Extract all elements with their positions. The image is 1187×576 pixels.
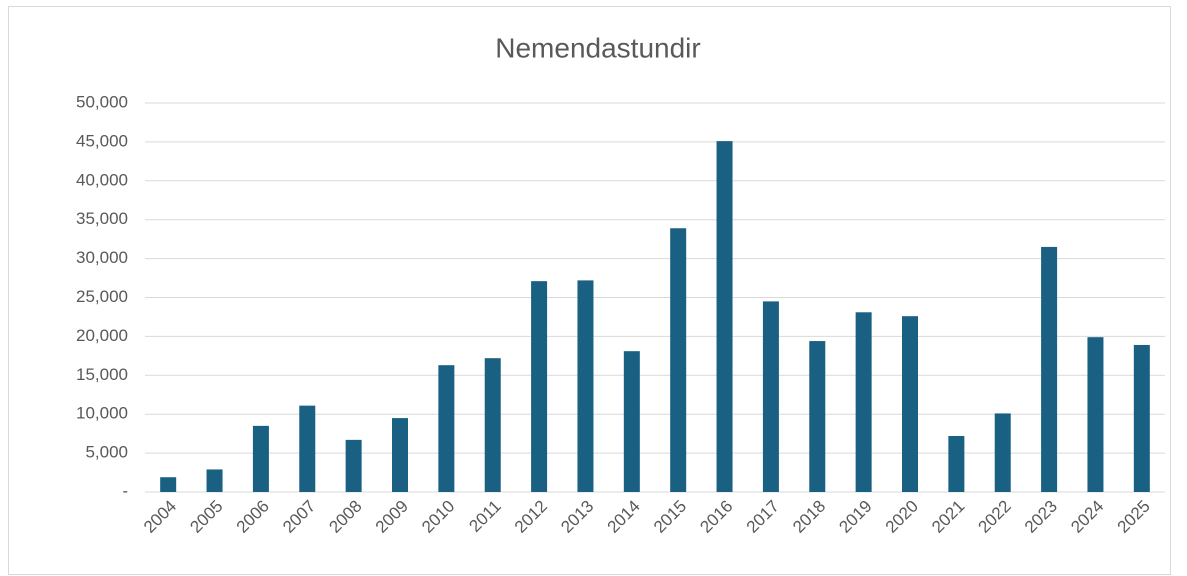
bar xyxy=(438,365,455,492)
chart-title: Nemendastundir xyxy=(495,32,700,63)
bar xyxy=(160,477,177,492)
bar xyxy=(484,358,501,492)
bar xyxy=(1041,246,1058,492)
bar xyxy=(345,439,362,492)
bar xyxy=(809,341,826,492)
bar xyxy=(948,435,965,492)
y-tick-label: 25,000 xyxy=(76,287,128,306)
bar xyxy=(392,418,408,492)
y-tick-label: 35,000 xyxy=(76,209,128,228)
y-tick-label: 15,000 xyxy=(76,365,128,384)
bar xyxy=(299,405,316,492)
bar xyxy=(1087,337,1104,492)
y-tick-label: 5,000 xyxy=(85,443,128,462)
y-tick-label: 20,000 xyxy=(76,326,128,345)
y-tick-label: 50,000 xyxy=(76,92,128,111)
y-tick-label: 10,000 xyxy=(76,404,128,423)
bar xyxy=(531,281,548,492)
bar xyxy=(623,351,640,492)
bar xyxy=(206,469,223,492)
y-tick-label: 40,000 xyxy=(76,170,128,189)
bar xyxy=(902,316,918,492)
bar xyxy=(716,141,733,492)
bar xyxy=(1133,344,1150,492)
bar xyxy=(994,413,1011,492)
bar xyxy=(577,280,594,492)
bar xyxy=(670,228,687,492)
bar xyxy=(762,301,779,492)
y-tick-label: 30,000 xyxy=(76,248,128,267)
y-tick-label: - xyxy=(122,481,128,500)
bar xyxy=(252,425,269,492)
bar xyxy=(855,312,872,492)
y-tick-label: 45,000 xyxy=(76,131,128,150)
